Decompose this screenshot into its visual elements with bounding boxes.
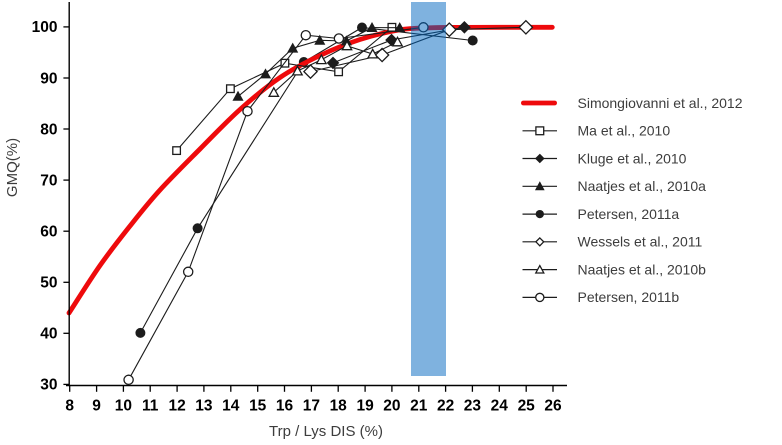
svg-text:26: 26 <box>544 398 562 415</box>
svg-text:GMQ(%): GMQ(%) <box>4 138 21 197</box>
svg-text:16: 16 <box>276 398 294 415</box>
svg-text:Trp / Lys DIS (%): Trp / Lys DIS (%) <box>269 423 383 440</box>
svg-text:70: 70 <box>40 172 57 189</box>
svg-text:Ma et al., 2010: Ma et al., 2010 <box>578 123 671 139</box>
svg-text:Kluge et al., 2010: Kluge et al., 2010 <box>578 150 687 166</box>
svg-text:24: 24 <box>491 398 509 415</box>
svg-text:80: 80 <box>40 121 57 138</box>
svg-text:18: 18 <box>330 398 348 415</box>
svg-text:21: 21 <box>410 398 428 415</box>
svg-text:Naatjes et al., 2010a: Naatjes et al., 2010a <box>578 178 707 194</box>
svg-text:Petersen, 2011b: Petersen, 2011b <box>578 289 680 305</box>
svg-text:30: 30 <box>40 377 57 394</box>
svg-text:9: 9 <box>92 398 101 415</box>
svg-text:40: 40 <box>40 326 57 343</box>
svg-text:Petersen, 2011a: Petersen, 2011a <box>578 206 680 222</box>
svg-text:11: 11 <box>142 398 159 415</box>
svg-text:Wessels et al., 2011: Wessels et al., 2011 <box>578 234 703 250</box>
svg-text:14: 14 <box>222 398 240 415</box>
svg-text:Simongiovanni et al., 2012: Simongiovanni et al., 2012 <box>578 95 743 111</box>
svg-text:25: 25 <box>518 398 536 415</box>
svg-text:50: 50 <box>40 275 57 292</box>
svg-text:Naatjes et al., 2010b: Naatjes et al., 2010b <box>578 261 707 277</box>
svg-text:20: 20 <box>383 398 400 415</box>
svg-text:17: 17 <box>303 398 320 415</box>
svg-text:22: 22 <box>437 398 454 415</box>
svg-text:12: 12 <box>168 398 185 415</box>
svg-text:90: 90 <box>40 70 57 87</box>
svg-text:15: 15 <box>249 398 267 415</box>
svg-text:19: 19 <box>356 398 374 415</box>
svg-text:60: 60 <box>40 224 57 241</box>
svg-text:8: 8 <box>65 398 74 415</box>
svg-text:13: 13 <box>195 398 213 415</box>
svg-text:100: 100 <box>32 19 58 36</box>
svg-text:10: 10 <box>115 398 132 415</box>
svg-text:23: 23 <box>464 398 482 415</box>
